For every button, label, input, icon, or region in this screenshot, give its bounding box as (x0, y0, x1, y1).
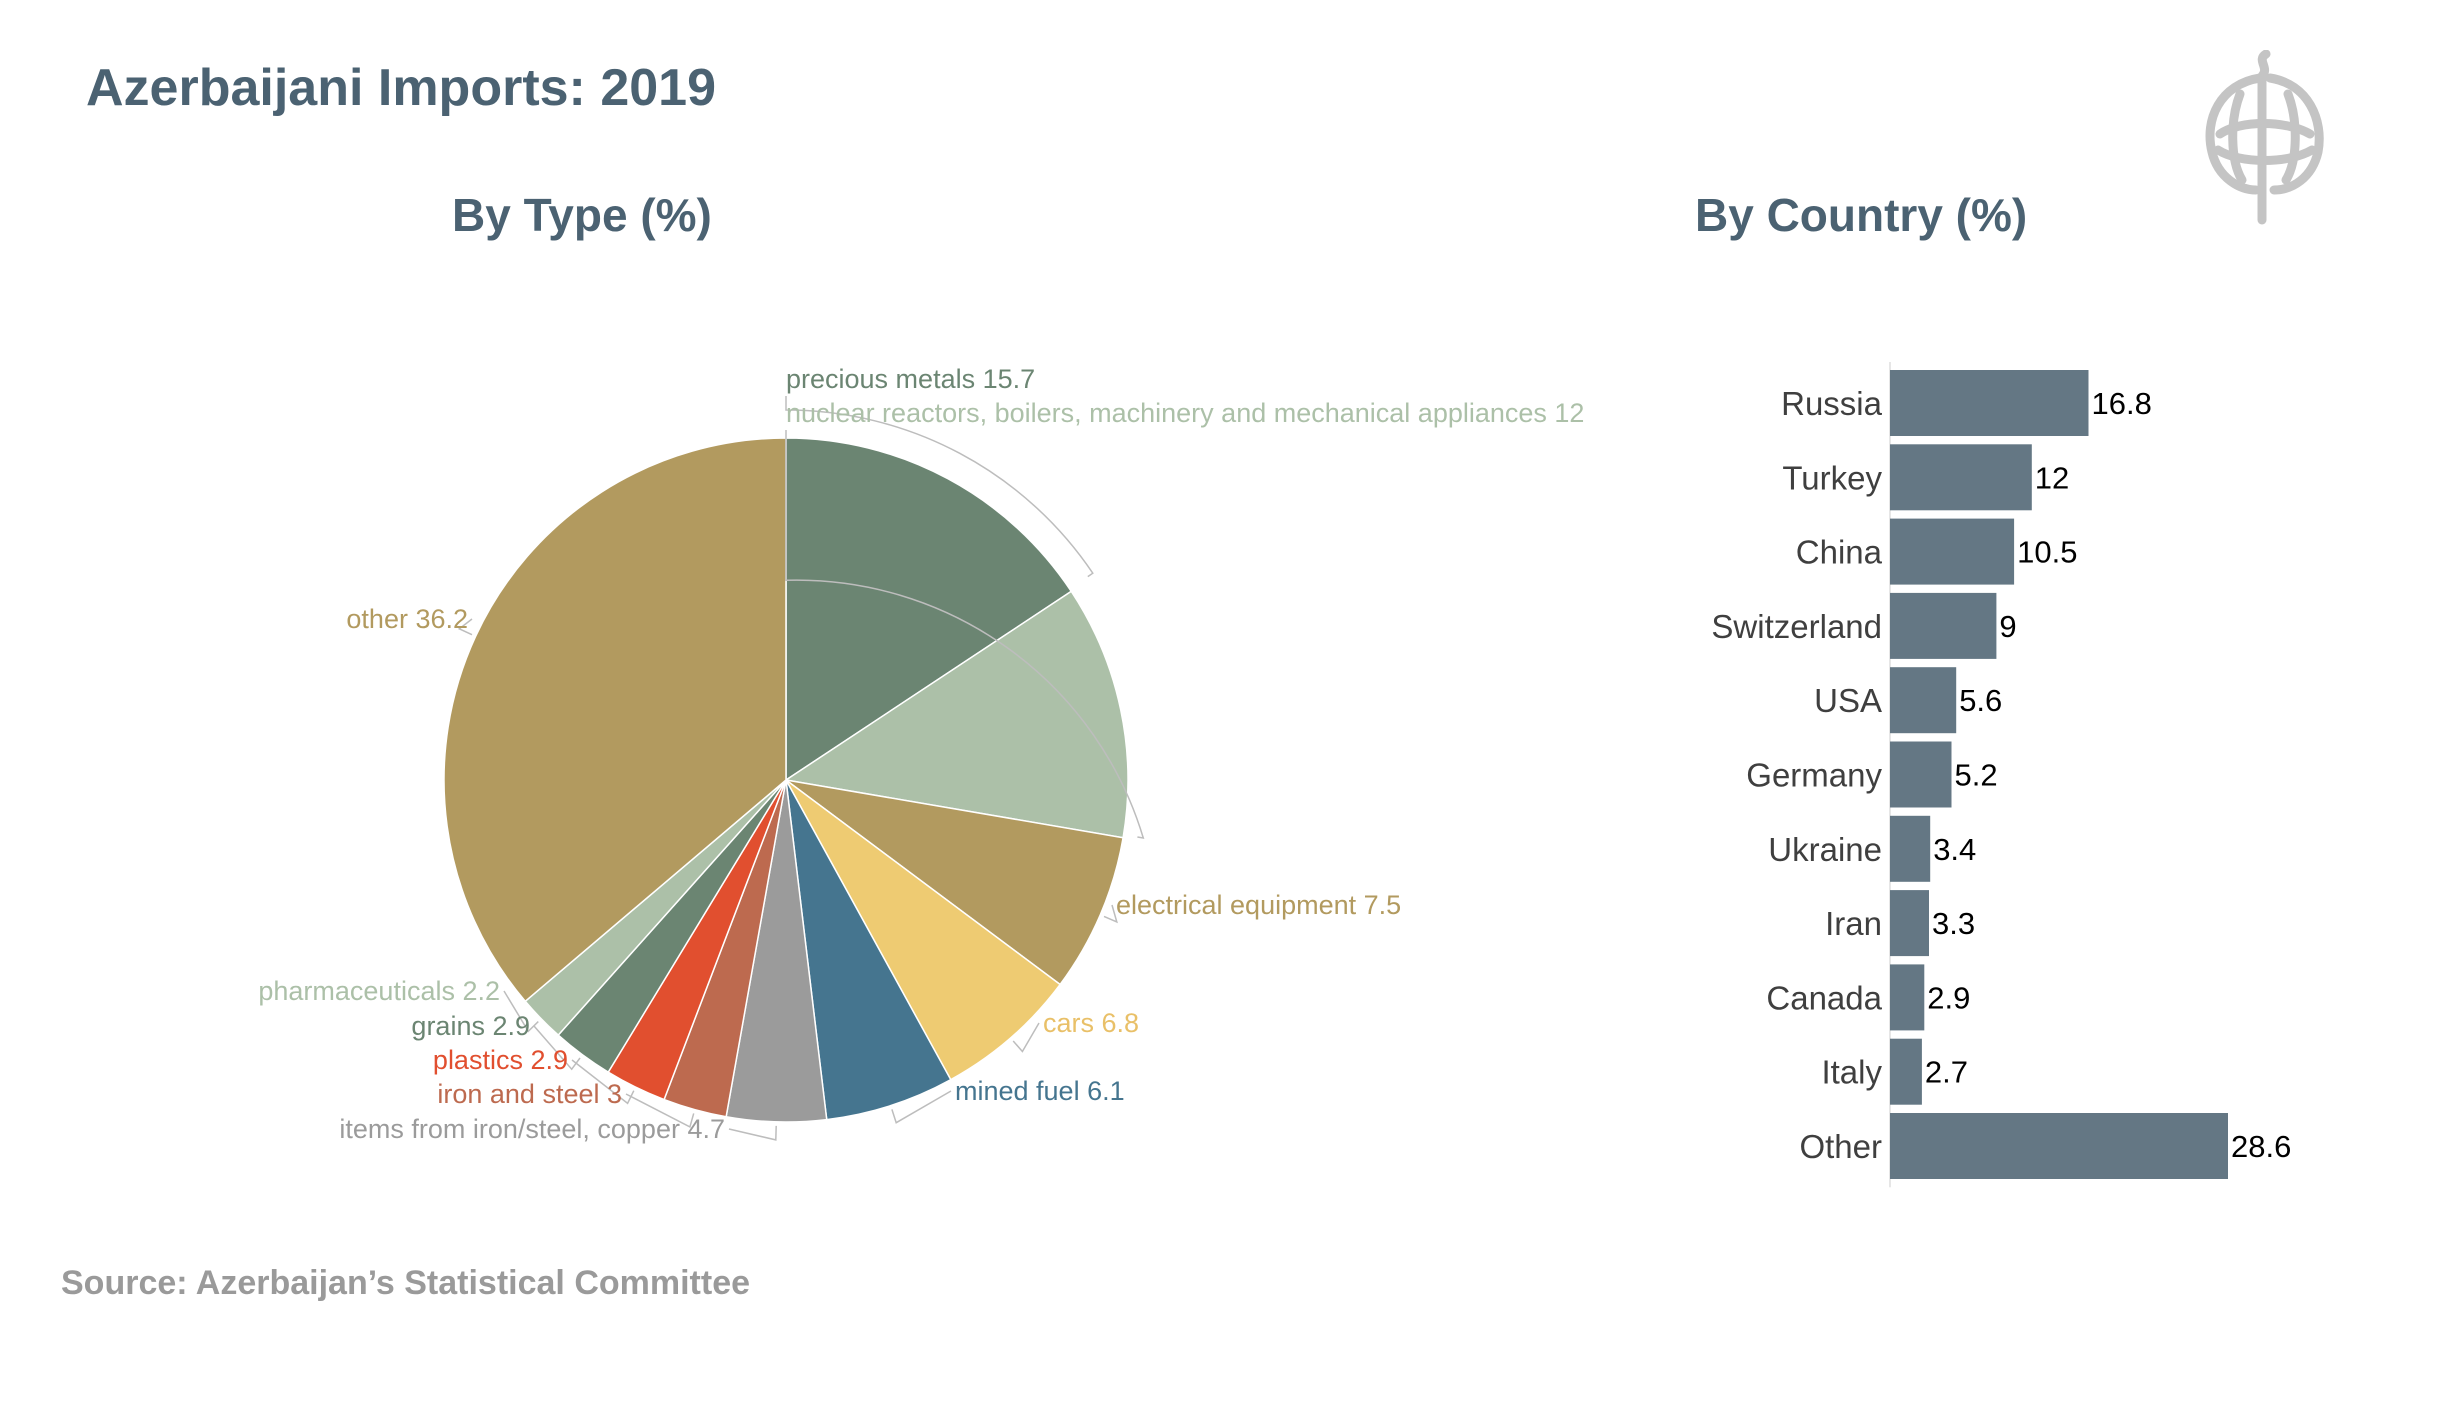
pie-leader-nuclear-reactors-boilers-machinery-and-mechanical-appliances (785, 430, 1145, 839)
pie-slice-other (443, 437, 787, 1003)
bar-usa (1890, 667, 1957, 734)
bar-value-label: 10.5 (2017, 535, 2077, 570)
bar-value-label: 5.6 (1959, 683, 2002, 718)
pie-label-plastics: plastics 2.9 (433, 1045, 568, 1075)
pie-label-pharmaceuticals: pharmaceuticals 2.2 (258, 976, 500, 1006)
bar-category-label: Ukraine (1768, 831, 1882, 868)
bar-value-label: 3.3 (1932, 906, 1975, 941)
pie-label-precious-metals: precious metals 15.7 (786, 364, 1035, 394)
bar-value-label: 9 (1999, 609, 2016, 644)
pie-chart-title: By Type (%) (452, 189, 712, 241)
pie-label-iron-and-steel: iron and steel 3 (437, 1079, 622, 1109)
pie-leader-cars (1012, 1022, 1040, 1053)
page-title: Azerbaijani Imports: 2019 (86, 59, 716, 117)
pie-slice-cars (785, 779, 1062, 1081)
pie-slice-nuclear-reactors-boilers-machinery-and-mechanical-appliances (784, 590, 1129, 839)
bar-value-label: 2.9 (1927, 980, 1970, 1015)
bar-switzerland (1890, 592, 1997, 659)
bar-value-label: 12 (2035, 460, 2069, 495)
pie-leader-electrical-equipment (1103, 904, 1118, 924)
bar-category-label: Canada (1766, 979, 1882, 1016)
bar-category-label: USA (1814, 682, 1882, 719)
ornamental-symbol-icon (2205, 50, 2324, 225)
pie-leader-pharmaceuticals (503, 990, 539, 1033)
bar-category-label: Other (1799, 1128, 1882, 1165)
bar-category-label: Switzerland (1711, 608, 1882, 645)
pie-label-grains: grains 2.9 (411, 1011, 530, 1041)
bar-category-label: Turkey (1782, 459, 1882, 496)
pie-slice-electrical-equipment (785, 779, 1124, 986)
pie-label-items-from-iron-steel-copper: items from iron/steel, copper 4.7 (339, 1114, 725, 1144)
bar-category-label: Iran (1825, 905, 1882, 942)
bar-ukraine (1890, 815, 1931, 882)
source-note: Source: Azerbaijan’s Statistical Committ… (61, 1264, 751, 1302)
pie-leader-mined-fuel (891, 1090, 952, 1124)
pie-label-other: other 36.2 (346, 604, 468, 634)
bar-china (1890, 518, 2015, 585)
pie-label-electrical-equipment: electrical equipment 7.5 (1116, 890, 1401, 920)
pie-leader-other (457, 618, 473, 636)
bar-turkey (1890, 444, 2032, 511)
bar-category-label: Italy (1821, 1054, 1882, 1091)
bar-value-label: 28.6 (2231, 1129, 2291, 1164)
bar-russia (1890, 370, 2089, 436)
pie-leader-grains (533, 1025, 581, 1071)
pie-slice-precious-metals (785, 437, 1073, 782)
pie-leader-items-from-iron-steel-copper (728, 1125, 777, 1141)
bar-category-label: Germany (1746, 757, 1882, 794)
bar-other (1890, 1113, 2228, 1179)
bar-iran (1890, 890, 1929, 957)
bar-canada (1890, 964, 1925, 1031)
bar-value-label: 16.8 (2092, 386, 2152, 421)
bar-value-label: 2.7 (1925, 1055, 1968, 1090)
pie-label-mined-fuel: mined fuel 6.1 (955, 1076, 1125, 1106)
pie-leader-iron-and-steel (625, 1093, 695, 1128)
pie-slice-mined-fuel (785, 779, 952, 1121)
bar-category-label: Russia (1781, 385, 1883, 422)
pie-chart: precious metals 15.7 nuclear reactors, bo… (258, 364, 1584, 1144)
pie-label-nuclear-reactors-boilers-machinery-and-mechanical-appliances: nuclear reactors, boilers, machinery and… (786, 398, 1584, 428)
bar-value-label: 3.4 (1933, 832, 1976, 867)
bar-chart: Russia 16.8 Turkey 12 China 10.5 Switzerland 9 U… (1711, 362, 2291, 1188)
bar-category-label: China (1796, 534, 1883, 571)
bar-value-label: 5.2 (1955, 758, 1998, 793)
bar-chart-title: By Country (%) (1695, 189, 2028, 241)
pie-leader-precious-metals (785, 396, 1094, 578)
bar-italy (1890, 1038, 1922, 1105)
bar-germany (1890, 741, 1952, 808)
pie-label-cars: cars 6.8 (1043, 1008, 1139, 1038)
pie-leader-plastics (571, 1059, 635, 1105)
